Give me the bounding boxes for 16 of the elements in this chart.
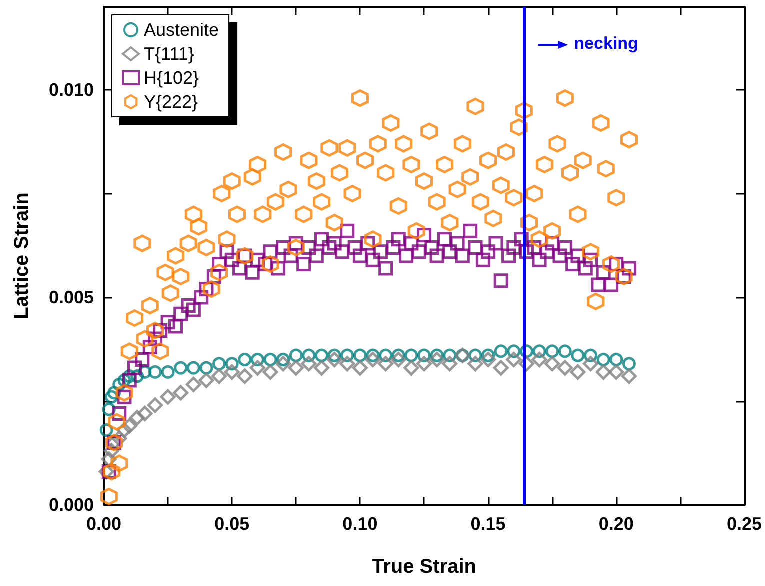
y-tick-label: 0.005: [48, 288, 94, 308]
legend-label: T{111}: [144, 44, 194, 64]
ref-line-label: necking: [574, 34, 638, 53]
y-tick-label: 0.000: [48, 495, 94, 515]
x-tick-label: 0.00: [86, 514, 122, 534]
legend-label: Austenite: [144, 20, 220, 40]
x-tick-label: 0.20: [598, 514, 634, 534]
x-tick-label: 0.05: [214, 514, 250, 534]
x-tick-label: 0.10: [342, 514, 378, 534]
x-tick-label: 0.15: [470, 514, 506, 534]
y-tick-label: 0.010: [48, 80, 94, 100]
legend-label: H{102}: [144, 68, 200, 88]
legend-label: Y{222}: [144, 92, 198, 112]
x-axis-title: True Strain: [372, 556, 476, 578]
y-axis-title: Lattice Strain: [11, 192, 33, 320]
x-tick-label: 0.25: [726, 514, 762, 534]
